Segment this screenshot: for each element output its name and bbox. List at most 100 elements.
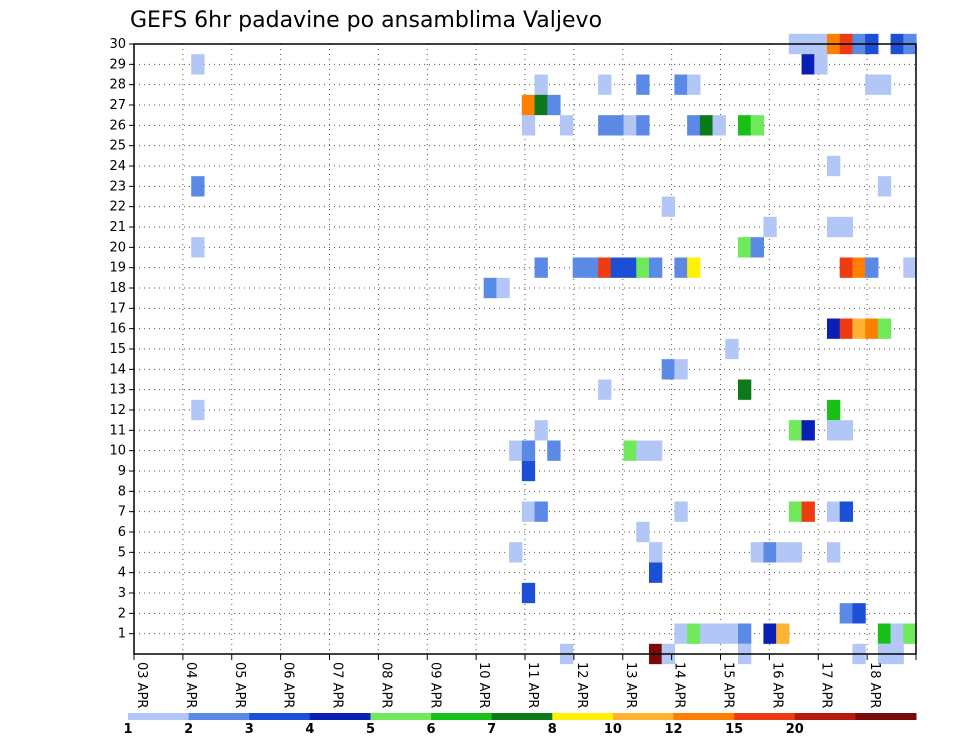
ensemble-cell xyxy=(877,623,892,644)
ensemble-cell xyxy=(585,257,599,278)
y-tick-label: 6 xyxy=(118,525,126,540)
x-tick-label: 15 APR xyxy=(721,662,736,708)
ensemble-cell xyxy=(623,440,637,461)
colorbar: 1 2 3 4 5 6 7 8 10 12 15 20 xyxy=(123,713,917,737)
y-tick-label: 11 xyxy=(109,423,126,438)
y-tick-label: 21 xyxy=(109,220,126,235)
y-tick-label: 7 xyxy=(118,505,126,520)
ensemble-cell xyxy=(623,115,637,136)
colorbar-swatch xyxy=(734,713,796,720)
y-tick-label: 25 xyxy=(109,139,126,154)
ensemble-cell xyxy=(636,440,650,461)
x-tick-label: 13 APR xyxy=(623,662,638,708)
ensemble-cell xyxy=(191,399,205,421)
ensemble-cell xyxy=(636,257,650,278)
x-tick-label: 07 APR xyxy=(330,662,345,708)
y-tick-label: 17 xyxy=(109,301,126,316)
ensemble-cell xyxy=(788,501,803,522)
ensemble-cell xyxy=(852,603,866,624)
y-tick-label: 14 xyxy=(109,362,126,377)
ensemble-cell xyxy=(521,440,536,461)
ensemble-cell xyxy=(661,196,676,217)
x-tick-label: 04 APR xyxy=(183,662,198,708)
colorbar-swatch xyxy=(309,713,371,720)
ensemble-cell xyxy=(839,420,854,441)
y-tick-label: 29 xyxy=(109,57,126,72)
y-tick-label: 27 xyxy=(109,98,126,113)
ensemble-cell xyxy=(725,623,739,644)
ensemble-cell xyxy=(865,74,879,95)
ensemble-cell xyxy=(598,74,612,95)
ensemble-cell xyxy=(852,318,866,339)
ensemble-cell xyxy=(839,318,854,339)
ensemble-cell xyxy=(572,257,586,278)
y-tick-label: 3 xyxy=(118,586,126,601)
ensemble-cell xyxy=(610,115,625,136)
colorbar-label: 4 xyxy=(305,722,314,737)
ensemble-cell xyxy=(725,338,739,360)
ensemble-cell xyxy=(648,257,663,278)
ensemble-cell xyxy=(598,379,612,400)
ensemble-cell xyxy=(839,603,854,624)
ensemble-cell xyxy=(801,54,815,75)
ensemble-cell xyxy=(521,501,536,522)
colorbar-label: 15 xyxy=(725,722,743,737)
x-tick-label: 16 APR xyxy=(769,662,784,708)
x-tick-label: 10 APR xyxy=(476,662,491,708)
ensemble-cell xyxy=(826,542,841,563)
ensemble-cell xyxy=(903,623,917,644)
y-tick-label: 5 xyxy=(118,545,126,560)
ensemble-cell xyxy=(814,54,828,75)
y-tick-label: 30 xyxy=(109,37,126,52)
ensemble-cell xyxy=(636,521,650,543)
ensemble-cell xyxy=(623,257,637,278)
ensemble-cell xyxy=(509,542,523,563)
ensemble-cell xyxy=(737,115,752,136)
y-tick-label: 28 xyxy=(109,78,126,93)
ensemble-cell xyxy=(737,623,752,644)
ensemble-cell xyxy=(521,115,536,136)
colorbar-swatch xyxy=(552,713,614,720)
ensemble-cell xyxy=(877,318,892,339)
ensemble-cell xyxy=(521,460,536,482)
ensemble-cell xyxy=(788,420,803,441)
colorbar-label: 8 xyxy=(548,722,557,737)
ensemble-cell xyxy=(826,399,841,421)
colorbar-label: 6 xyxy=(427,722,436,737)
ensemble-cell xyxy=(865,257,879,278)
colorbar-label: 7 xyxy=(487,722,496,737)
x-tick-label: 09 APR xyxy=(427,662,442,708)
ensemble-cell xyxy=(826,155,841,177)
colorbar-swatch xyxy=(188,713,250,720)
y-tick-label: 10 xyxy=(109,444,126,459)
ensemble-cell xyxy=(763,216,777,238)
ensemble-cell xyxy=(750,237,765,258)
x-tick-label: 12 APR xyxy=(574,662,589,708)
ensemble-cell xyxy=(826,420,841,441)
ensemble-cell xyxy=(801,501,815,522)
y-tick-label: 18 xyxy=(109,281,126,296)
colorbar-swatch xyxy=(249,713,311,720)
ensemble-cell xyxy=(661,359,676,380)
ensemble-cell xyxy=(610,257,625,278)
ensemble-cell xyxy=(687,74,701,95)
ensemble-cell xyxy=(699,115,714,136)
y-tick-label: 26 xyxy=(109,118,126,133)
ensemble-cell xyxy=(763,542,777,563)
ensemble-cell xyxy=(598,115,612,136)
ensemble-cell xyxy=(687,623,701,644)
colorbar-label: 10 xyxy=(604,722,622,737)
x-tick-label: 14 APR xyxy=(672,662,687,708)
x-tick-label: 06 APR xyxy=(281,662,296,708)
x-tick-label: 17 APR xyxy=(818,662,833,708)
ensemble-cell xyxy=(826,318,841,339)
colorbar-swatch xyxy=(612,713,675,720)
colorbar-label: 2 xyxy=(184,722,193,737)
ensemble-cell xyxy=(865,318,879,339)
ensemble-cell xyxy=(776,542,790,563)
ensemble-cell xyxy=(674,74,688,95)
y-tick-label: 12 xyxy=(109,403,126,418)
ensemble-cell xyxy=(852,257,866,278)
colorbar-swatch xyxy=(370,713,432,720)
